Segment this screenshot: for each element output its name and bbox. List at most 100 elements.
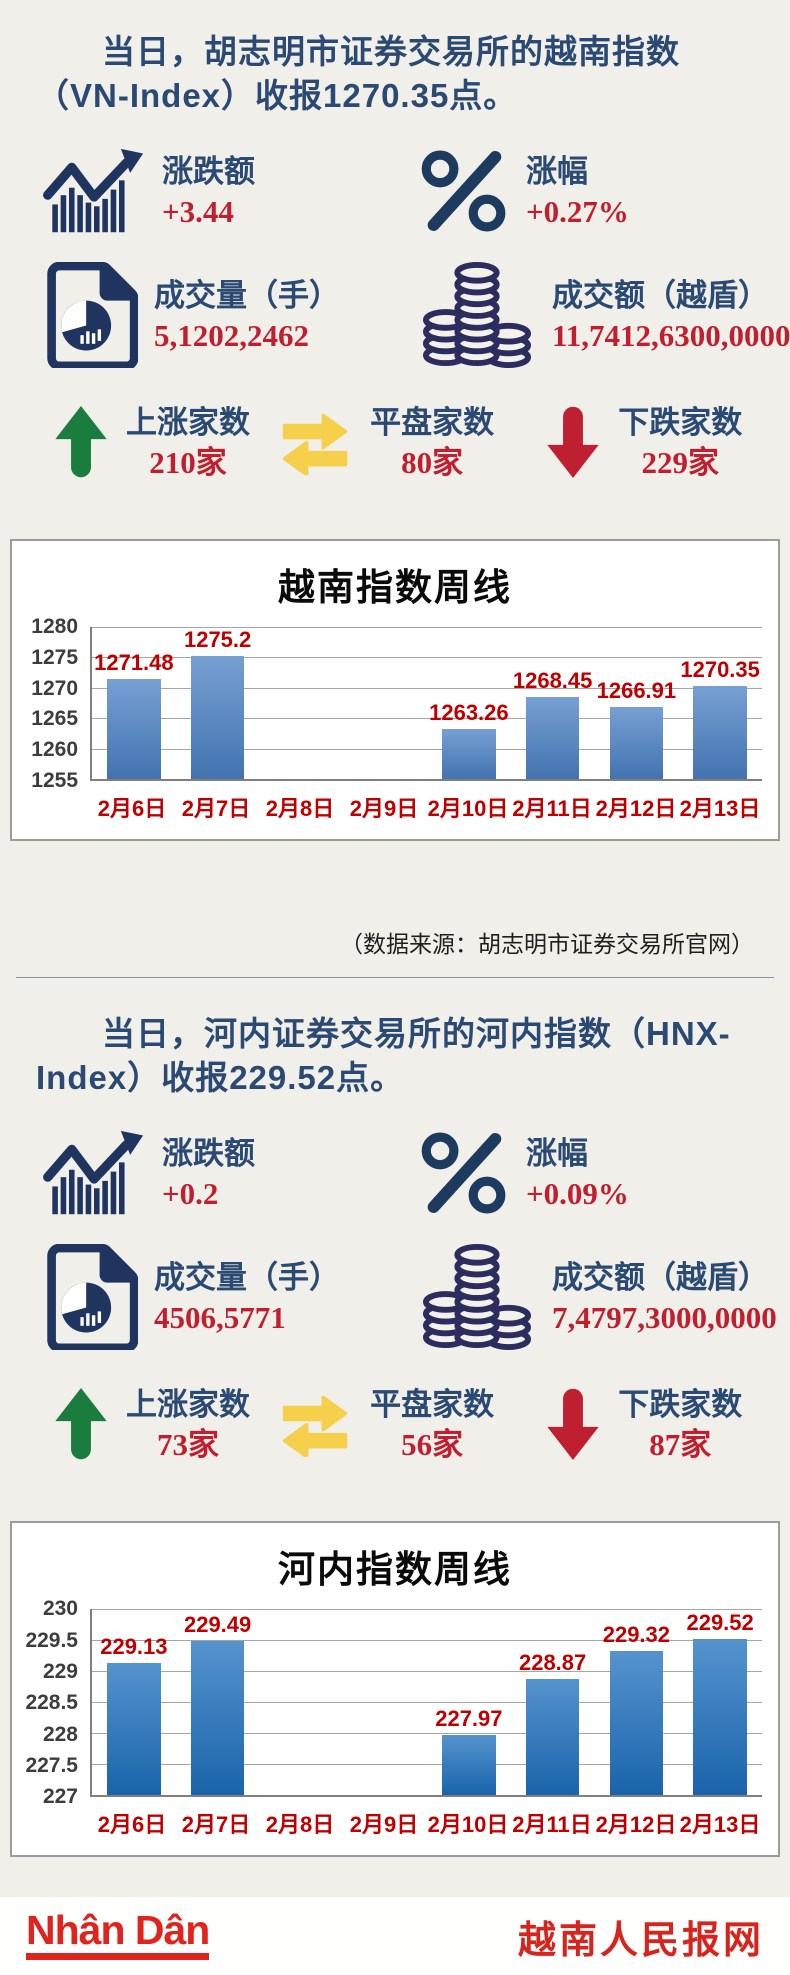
y-tick-label: 1270 <box>31 676 78 700</box>
y-tick-label: 1275 <box>31 645 78 669</box>
bar-slot <box>343 1609 427 1795</box>
bar-slot: 229.52 <box>678 1609 762 1796</box>
bar-value-label: 1271.48 <box>94 649 174 675</box>
bar-slot: 1270.35 <box>678 627 762 780</box>
y-axis: 1280 1275 1270 1265 1260 1255 <box>12 615 90 792</box>
trend-chart-icon <box>42 147 146 235</box>
stat-label: 下跌家数 <box>618 1386 743 1422</box>
footer: Nhân Dân 越南人民报网 <box>0 1897 790 1975</box>
bar-slot: 1275.2 <box>176 627 260 780</box>
x-tick-label: 2月10日 <box>427 796 509 822</box>
stat-label: 下跌家数 <box>618 404 743 440</box>
y-tick-label: 1255 <box>31 769 78 793</box>
stat-value: 11,7412,6300,0000 <box>552 318 790 354</box>
bar-slot: 227.97 <box>427 1609 511 1796</box>
stat-value: 4506,5771 <box>154 1300 286 1336</box>
bar-value-label: 229.13 <box>100 1634 168 1660</box>
up-arrow-icon <box>52 401 110 483</box>
heading-line: Index）收报229.52点。 <box>36 1058 405 1096</box>
stat-label: 成交额（越盾） <box>552 277 769 313</box>
stat-label: 平盘家数 <box>370 1386 495 1422</box>
bar <box>609 1651 664 1796</box>
data-source-note: （数据来源：胡志明市证券交易所官网） <box>340 931 754 958</box>
bar-value-label: 1263.26 <box>429 699 509 725</box>
bar-slot <box>260 1609 344 1795</box>
volume-document-icon <box>42 262 138 368</box>
stat-volume: 成交量（手） 5,1202,2462 <box>42 262 418 368</box>
gridline <box>92 1609 762 1611</box>
down-arrow-icon <box>544 401 602 483</box>
bar <box>107 1663 161 1796</box>
gridline <box>92 718 762 720</box>
x-tick-label: 2月8日 <box>265 1812 335 1838</box>
stat-row-volume: 成交量（手） 4506,5771 成交额（越盾） 7,4797,3000,000… <box>0 1243 790 1351</box>
bar-slot: 229.32 <box>595 1609 679 1796</box>
x-axis-labels: 2月6日 2月7日 2月8日 2月9日 2月10日 2月11日 2月12日 2月13日 <box>90 1807 762 1839</box>
section-divider <box>16 977 774 979</box>
bar-slot: 228.87 <box>511 1609 595 1796</box>
gridline <box>92 1764 762 1766</box>
bar-value-label: 1275.2 <box>183 627 252 653</box>
hnx-index-bar-chart: 230 229.5 229 228.5 228 227.5 227 229.13 229.49… <box>12 1597 778 1839</box>
vn-index-weekly-chart-card: 越南指数周线 1280 1275 1270 1265 1260 1255 1271.48 1… <box>10 539 780 842</box>
stat-change-percent: 涨幅 +0.09% <box>418 1127 766 1219</box>
stat-row-change: 涨跌额 +0.2 涨幅 +0.09% <box>0 1127 790 1219</box>
x-tick-label: 2月11日 <box>512 796 592 822</box>
y-tick-label: 227 <box>42 1785 78 1809</box>
stat-unchanged: 平盘家数 80家 <box>276 405 544 480</box>
stat-gainers: 上涨家数 73家 <box>52 1383 276 1465</box>
x-tick-label: 2月13日 <box>679 796 761 822</box>
volume-document-icon <box>42 1244 138 1350</box>
bar-value-label: 229.32 <box>602 1622 671 1648</box>
stat-gainers: 上涨家数 210家 <box>52 401 276 483</box>
heading-line: （VN-Index）收报1270.35点。 <box>36 76 518 114</box>
bar-slot: 229.49 <box>176 1609 260 1796</box>
trend-chart-icon <box>42 1129 146 1217</box>
stat-value: +3.44 <box>162 194 234 230</box>
bar <box>525 1679 580 1796</box>
stat-label: 涨跌额 <box>162 1135 255 1171</box>
bar-value-label: 1266.91 <box>596 677 677 703</box>
stat-label: 成交量（手） <box>154 1259 340 1295</box>
hnx-index-weekly-chart-card: 河内指数周线 230 229.5 229 228.5 228 227.5 227 229.1… <box>10 1521 780 1858</box>
stat-value: 229家 <box>641 445 719 481</box>
percent-icon <box>418 1127 510 1219</box>
swap-arrows-icon <box>276 1391 354 1457</box>
y-tick-label: 230 <box>42 1597 78 1621</box>
bar-slot <box>260 627 344 779</box>
down-arrow-icon <box>544 1383 602 1465</box>
stat-decliners: 下跌家数 229家 <box>544 401 764 483</box>
stat-value: 80家 <box>401 445 464 481</box>
x-tick-label: 2月9日 <box>349 796 419 822</box>
x-tick-label: 2月7日 <box>181 796 251 822</box>
percent-icon <box>418 145 510 237</box>
plot-area: 229.13 229.49 227.97 228.87 229.32 229.52 <box>90 1609 762 1798</box>
bar-slot: 1266.91 <box>595 627 679 780</box>
y-axis: 230 229.5 229 228.5 228 227.5 227 <box>12 1597 90 1808</box>
y-tick-label: 1280 <box>31 615 78 639</box>
stat-row-breadth: 上涨家数 73家 平盘家数 56家 下跌家数 87家 <box>0 1383 790 1465</box>
bar-slot: 1263.26 <box>427 627 511 780</box>
bar-slot: 1271.48 <box>92 627 176 780</box>
bar-value-label: 229.52 <box>686 1609 754 1635</box>
gridline <box>92 748 762 750</box>
bar-value-label: 228.87 <box>518 1650 587 1676</box>
bar <box>525 697 580 780</box>
stat-value: 7,4797,3000,0000 <box>552 1300 777 1336</box>
stat-value: 87家 <box>649 1427 712 1463</box>
x-tick-label: 2月9日 <box>349 1812 419 1838</box>
gridline <box>92 1733 762 1735</box>
gridline <box>92 1640 762 1642</box>
coin-stack-icon <box>418 261 536 369</box>
y-tick-label: 1260 <box>31 738 78 762</box>
bar <box>693 1638 747 1796</box>
x-tick-label: 2月12日 <box>595 1812 677 1838</box>
stat-row-change: 涨跌额 +3.44 涨幅 +0.27% <box>0 145 790 237</box>
x-tick-label: 2月7日 <box>181 1812 251 1838</box>
stat-volume: 成交量（手） 4506,5771 <box>42 1244 418 1350</box>
stat-unchanged: 平盘家数 56家 <box>276 1387 544 1462</box>
y-tick-label: 228 <box>42 1722 78 1746</box>
chart-title: 河内指数周线 <box>278 1550 512 1592</box>
x-tick-label: 2月12日 <box>595 796 677 822</box>
